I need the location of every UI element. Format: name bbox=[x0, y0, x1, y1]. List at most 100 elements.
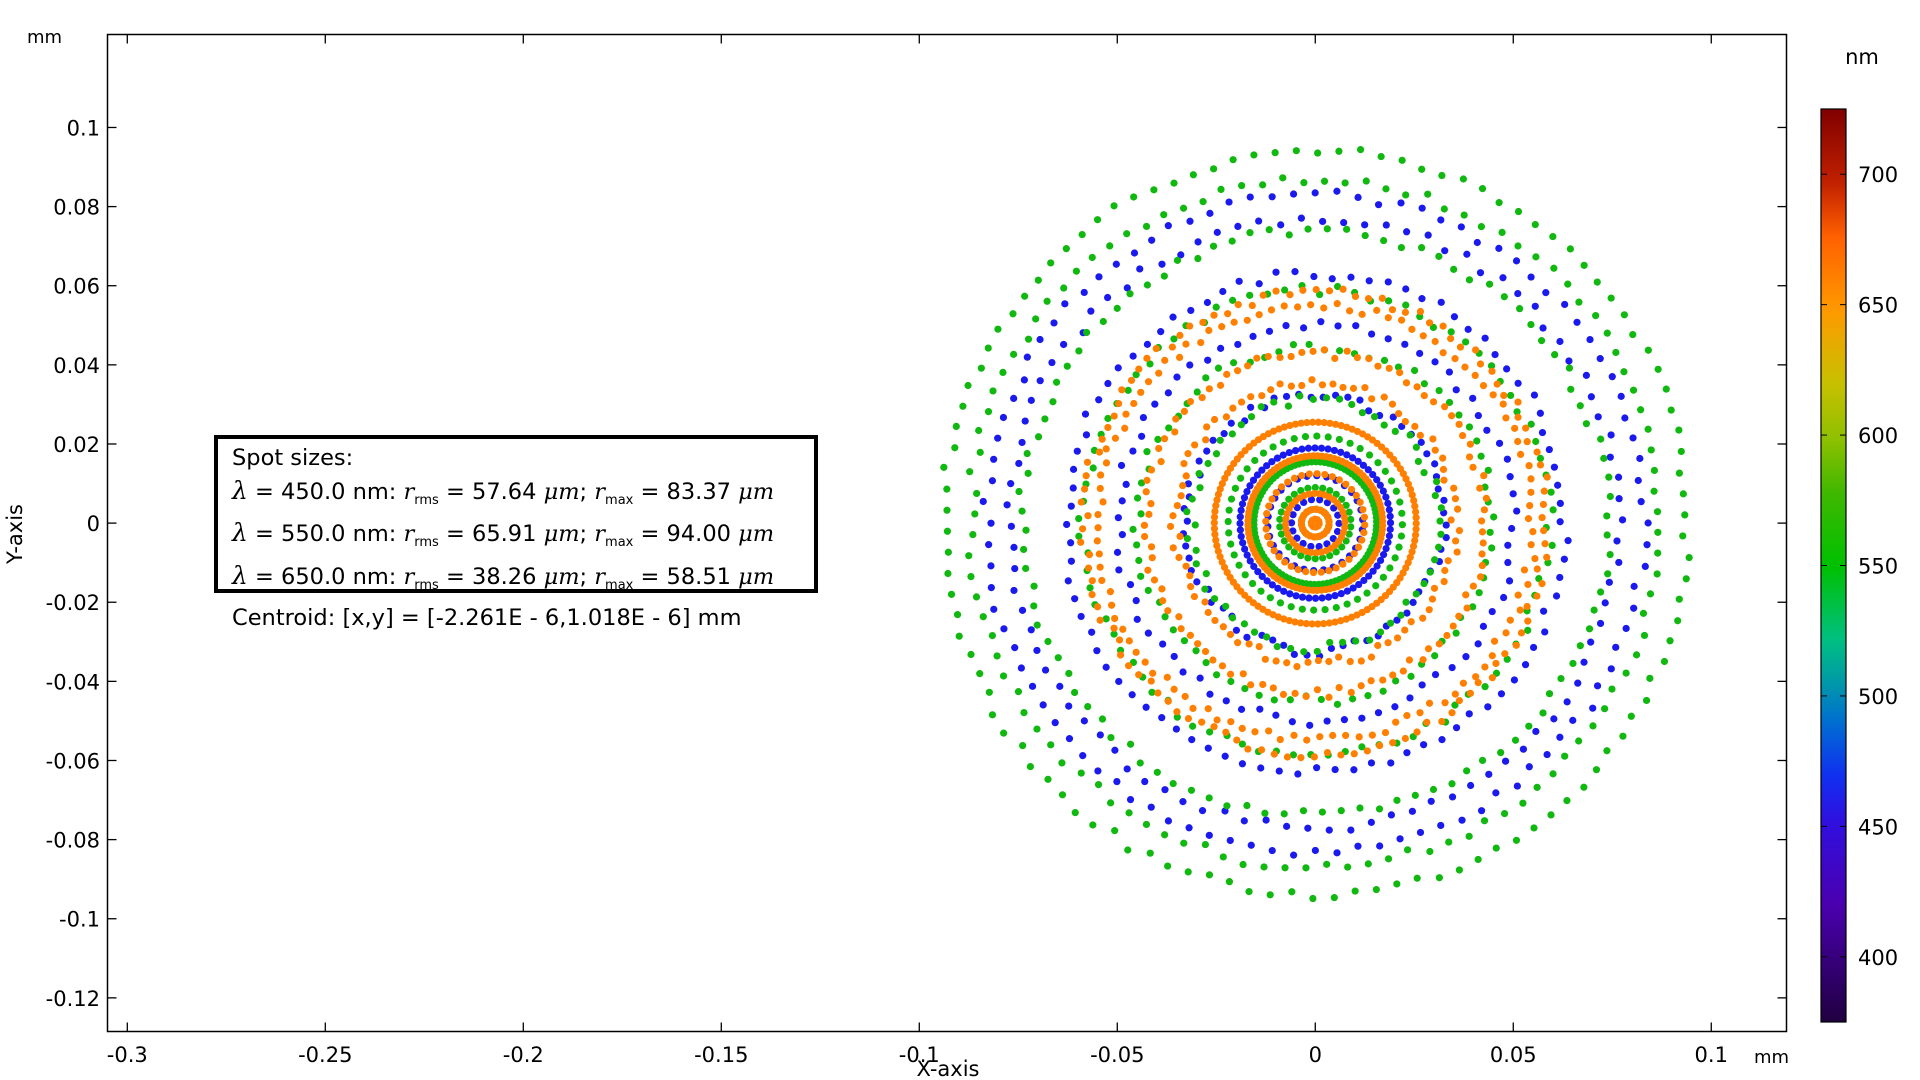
spot-point bbox=[1327, 644, 1335, 653]
spot-point bbox=[1393, 616, 1401, 624]
spot-point bbox=[1212, 536, 1220, 544]
spot-point bbox=[1351, 887, 1359, 895]
spot-point bbox=[1169, 626, 1177, 634]
spot-point bbox=[1396, 498, 1404, 506]
spot-point bbox=[1384, 639, 1392, 647]
spot-point bbox=[1402, 191, 1410, 199]
spot-point bbox=[1209, 165, 1218, 173]
spot-point bbox=[1161, 613, 1169, 621]
spot-point bbox=[1310, 753, 1318, 761]
spot-point bbox=[1438, 171, 1446, 180]
spot-point bbox=[1028, 682, 1037, 690]
spot-point bbox=[988, 631, 997, 640]
spot-point bbox=[1533, 565, 1541, 573]
spot-point bbox=[1136, 759, 1144, 767]
spot-point bbox=[1328, 275, 1336, 283]
spot-point bbox=[1373, 562, 1381, 570]
spot-point bbox=[976, 448, 984, 456]
spot-point bbox=[1308, 620, 1316, 628]
spot-point bbox=[1488, 544, 1496, 552]
spot-point bbox=[1205, 326, 1213, 335]
spot-point bbox=[1406, 694, 1414, 702]
spot-point bbox=[1219, 853, 1227, 861]
spot-point bbox=[1209, 656, 1217, 664]
y-tick-label: 0.06 bbox=[53, 275, 100, 299]
spot-point bbox=[1478, 185, 1487, 193]
spot-point bbox=[1218, 323, 1226, 331]
spot-point bbox=[966, 468, 974, 476]
spot-point bbox=[1077, 538, 1085, 546]
spot-point bbox=[1564, 280, 1572, 288]
spot-point bbox=[1386, 512, 1394, 520]
spot-point bbox=[1682, 575, 1690, 583]
spot-point bbox=[1653, 508, 1662, 516]
spot-point bbox=[1476, 269, 1485, 277]
spot-point bbox=[1193, 578, 1201, 586]
spot-point bbox=[1075, 347, 1083, 355]
spot-point bbox=[1337, 751, 1345, 759]
spot-point bbox=[1147, 500, 1155, 508]
spot-point bbox=[1165, 424, 1173, 432]
spot-point bbox=[1416, 349, 1424, 358]
spot-point bbox=[1279, 451, 1287, 459]
spot-point bbox=[1381, 728, 1390, 737]
spot-point bbox=[1148, 236, 1156, 244]
spot-point bbox=[1465, 710, 1473, 718]
spot-point bbox=[1361, 231, 1369, 240]
spot-point bbox=[1315, 542, 1323, 551]
spot-point bbox=[1450, 484, 1458, 492]
spot-point bbox=[1181, 692, 1189, 701]
spot-point bbox=[1538, 580, 1546, 588]
spot-point bbox=[1229, 156, 1237, 164]
spot-point bbox=[1565, 364, 1574, 372]
spot-point bbox=[1460, 211, 1468, 219]
spot-point bbox=[1365, 451, 1374, 459]
spot-point bbox=[1266, 594, 1274, 602]
spot-point bbox=[1492, 844, 1500, 852]
spot-point bbox=[1226, 670, 1235, 678]
spot-point bbox=[1138, 432, 1146, 440]
spot-point bbox=[1145, 510, 1153, 518]
spot-point bbox=[1329, 731, 1337, 740]
spot-point bbox=[1034, 276, 1042, 284]
spot-point bbox=[1480, 472, 1488, 480]
y-tick-label: -0.04 bbox=[46, 670, 100, 694]
spot-point bbox=[1033, 646, 1041, 655]
spot-point bbox=[1607, 431, 1615, 439]
spot-point bbox=[943, 506, 951, 514]
spot-point bbox=[1397, 611, 1405, 619]
spot-point bbox=[1210, 513, 1219, 521]
spot-point bbox=[1249, 332, 1257, 341]
spot-point bbox=[1455, 526, 1464, 535]
spot-point bbox=[1506, 473, 1514, 481]
spot-point bbox=[1629, 434, 1637, 442]
spot-point bbox=[1654, 549, 1662, 557]
spot-point bbox=[1539, 324, 1547, 332]
spot-point bbox=[1403, 609, 1411, 617]
spot-point bbox=[1184, 714, 1193, 723]
spot-point bbox=[1533, 592, 1541, 600]
spot-point bbox=[1349, 384, 1358, 392]
spot-point bbox=[1441, 699, 1449, 707]
spot-point bbox=[1429, 435, 1437, 443]
spot-size-legend: Spot sizes: λ = 450.0 nm: rrms = 57.64 μ… bbox=[214, 435, 818, 631]
spot-point bbox=[1412, 519, 1420, 527]
spot-point bbox=[1293, 303, 1302, 311]
spot-point bbox=[1080, 717, 1088, 725]
spot-point bbox=[1592, 766, 1601, 774]
spot-point bbox=[973, 489, 981, 498]
spot-point bbox=[1276, 353, 1284, 362]
spot-point bbox=[1425, 699, 1434, 707]
spot-point bbox=[1275, 767, 1283, 775]
spot-point bbox=[1250, 151, 1258, 159]
spot-point bbox=[952, 422, 960, 430]
spot-point bbox=[1408, 325, 1416, 333]
spot-point bbox=[1104, 379, 1112, 388]
spot-point bbox=[1164, 862, 1172, 870]
spot-point bbox=[1393, 796, 1401, 804]
spot-point bbox=[1305, 340, 1313, 349]
spot-point bbox=[1158, 260, 1166, 268]
spot-point bbox=[1058, 791, 1067, 799]
spot-point bbox=[1416, 828, 1425, 837]
spot-point bbox=[1356, 396, 1364, 404]
